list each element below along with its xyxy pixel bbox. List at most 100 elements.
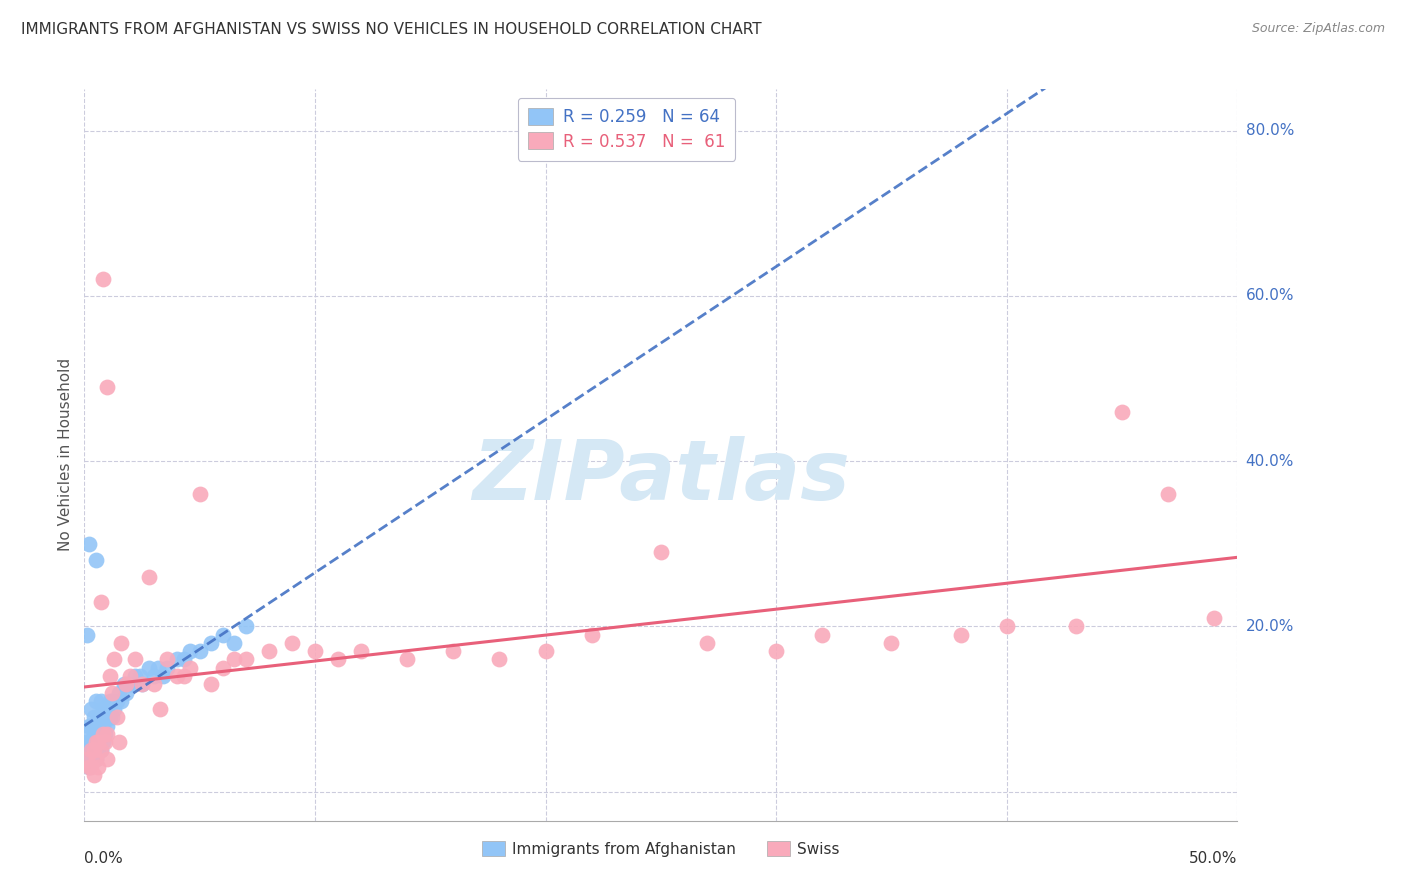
Point [96,380,118,394]
Point [108,685,131,699]
Point [880,636,903,650]
Point [120,669,142,683]
Point [1064,619,1087,633]
Point [101,685,124,699]
Point [224,652,246,666]
Point [91,718,114,732]
Point [87,760,110,774]
Point [179,644,201,658]
Point [77,727,100,741]
Point [173,652,195,666]
Point [188,487,211,501]
Point [138,570,160,584]
Point [949,628,972,642]
Point [200,677,222,691]
Y-axis label: No Vehicles in Household: No Vehicles in Household [58,359,73,551]
Point [83,727,105,741]
Point [1157,487,1180,501]
Point [91,272,114,286]
Point [1111,404,1133,418]
Point [142,677,165,691]
Point [156,661,179,675]
Point [304,644,326,658]
Text: 40.0%: 40.0% [1246,454,1294,468]
Point [441,644,464,658]
Point [94,727,117,741]
Point [87,727,110,741]
Point [94,710,117,724]
Point [224,636,246,650]
Point [396,652,419,666]
Text: IMMIGRANTS FROM AFGHANISTAN VS SWISS NO VEHICLES IN HOUSEHOLD CORRELATION CHART: IMMIGRANTS FROM AFGHANISTAN VS SWISS NO … [21,22,762,37]
Point [87,743,110,757]
Point [80,743,103,757]
Point [146,661,169,675]
Point [77,743,100,757]
Point [117,677,139,691]
Point [80,735,103,749]
Point [84,694,107,708]
Text: 50.0%: 50.0% [1189,851,1237,866]
Point [77,760,100,774]
Point [235,619,257,633]
Point [84,735,107,749]
Point [103,702,125,716]
Point [765,644,787,658]
Point [96,702,118,716]
Text: 60.0%: 60.0% [1246,288,1294,303]
Point [115,677,138,691]
Point [142,669,165,683]
Point [1204,611,1226,625]
Point [188,644,211,658]
Point [89,694,111,708]
Point [179,661,201,675]
Point [91,727,114,741]
Point [200,636,222,650]
Point [77,537,100,551]
Point [84,752,107,766]
Point [108,735,131,749]
Point [124,652,146,666]
Point [110,636,132,650]
Point [138,661,160,675]
Point [103,652,125,666]
Point [995,619,1018,633]
Point [76,628,98,642]
Point [120,677,142,691]
Point [98,694,121,708]
Point [89,743,111,757]
Point [811,628,834,642]
Text: ZIPatlas: ZIPatlas [472,436,849,517]
Point [87,735,110,749]
Text: Source: ZipAtlas.com: Source: ZipAtlas.com [1251,22,1385,36]
Point [101,694,124,708]
Point [87,710,110,724]
Point [76,752,98,766]
Point [211,661,233,675]
Point [76,735,98,749]
Point [89,743,111,757]
Point [91,735,114,749]
Point [98,710,121,724]
Point [156,652,179,666]
Point [105,710,128,724]
Point [235,652,257,666]
Point [84,553,107,567]
Point [84,718,107,732]
Point [76,752,98,766]
Point [83,710,105,724]
Point [89,710,111,724]
Point [89,727,111,741]
Point [650,545,672,559]
Point [91,702,114,716]
Point [83,735,105,749]
Point [77,718,100,732]
Point [112,677,135,691]
Point [80,702,103,716]
Point [131,677,153,691]
Point [128,669,150,683]
Text: 0.0%: 0.0% [84,851,124,866]
Point [94,735,117,749]
Text: 80.0%: 80.0% [1246,123,1294,138]
Point [131,677,153,691]
